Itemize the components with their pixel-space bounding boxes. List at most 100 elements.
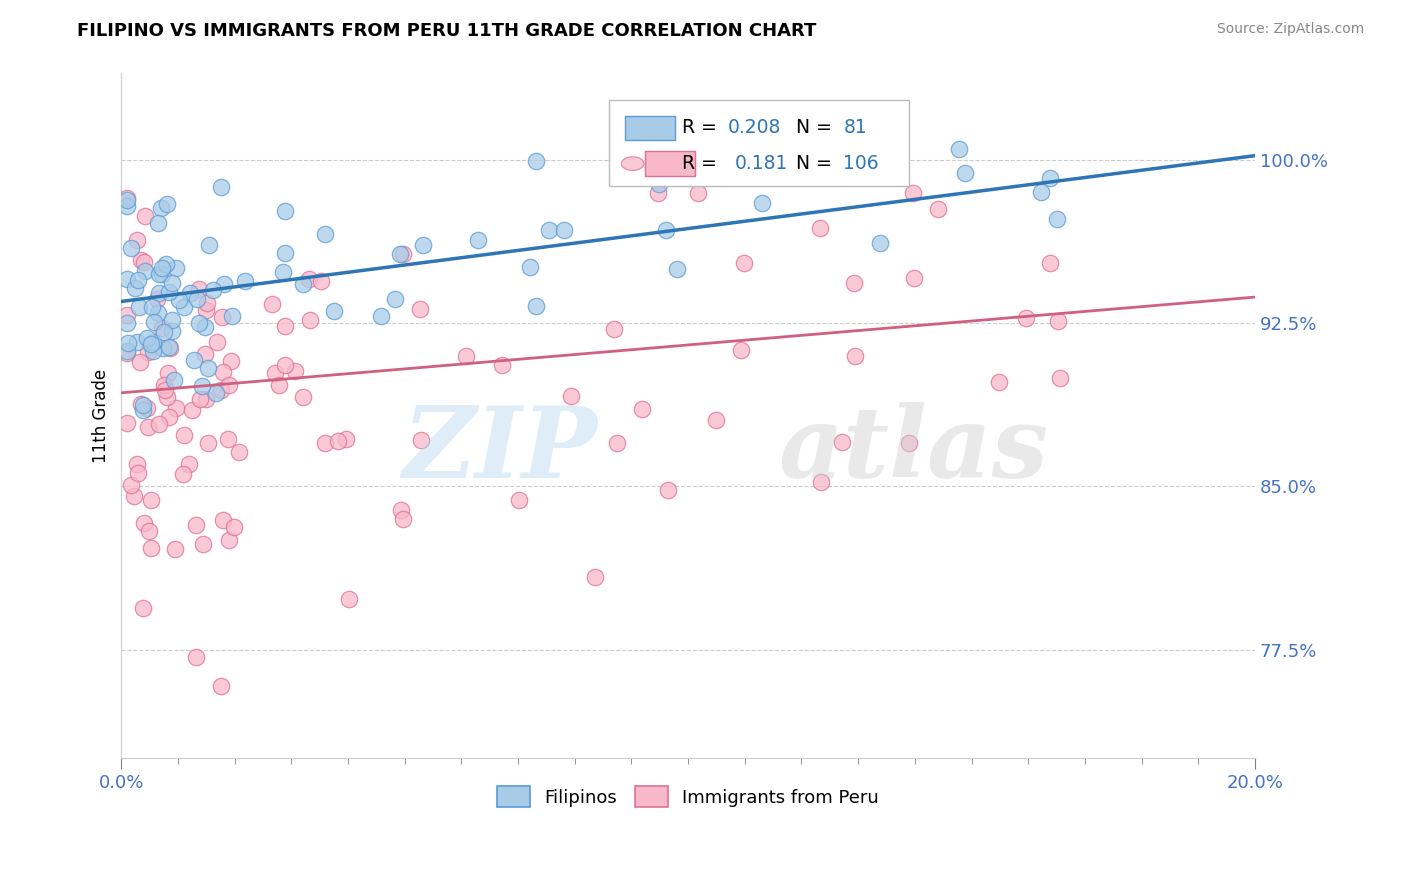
Point: [1046, 212, 1069, 227]
Point: [221, 309, 243, 323]
Point: [134, 264, 156, 278]
Point: [155, 257, 177, 271]
Point: [122, 489, 145, 503]
Point: [127, 457, 149, 471]
Point: [844, 349, 866, 363]
Point: [190, 392, 212, 406]
Point: [508, 493, 530, 508]
Point: [987, 375, 1010, 389]
Point: [648, 178, 671, 192]
Point: [152, 267, 174, 281]
Point: [273, 245, 295, 260]
Text: N =: N =: [796, 154, 838, 173]
FancyBboxPatch shape: [645, 152, 695, 176]
Point: [326, 434, 349, 449]
Point: [1039, 256, 1062, 270]
Point: [198, 238, 221, 252]
Point: [606, 435, 628, 450]
Point: [903, 186, 925, 200]
Point: [152, 378, 174, 392]
Point: [186, 292, 208, 306]
Point: [177, 457, 200, 471]
Point: [157, 340, 180, 354]
Point: [184, 518, 207, 533]
Point: [205, 335, 228, 350]
Point: [120, 241, 142, 255]
Point: [953, 166, 976, 180]
Point: [191, 537, 214, 551]
Point: [733, 256, 755, 270]
Text: 81: 81: [844, 118, 868, 136]
Point: [195, 295, 218, 310]
Point: [337, 591, 360, 606]
Point: [197, 361, 219, 376]
Point: [228, 444, 250, 458]
Point: [655, 223, 678, 237]
Text: R =: R =: [682, 118, 723, 136]
Point: [145, 292, 167, 306]
Point: [127, 466, 149, 480]
Point: [194, 320, 217, 334]
Point: [298, 271, 321, 285]
Point: [157, 366, 180, 380]
Point: [167, 293, 190, 307]
Point: [136, 401, 159, 415]
Point: [165, 401, 187, 416]
Point: [409, 302, 432, 317]
Point: [264, 366, 287, 380]
Point: [156, 197, 179, 211]
Point: [139, 492, 162, 507]
Point: [583, 570, 606, 584]
Point: [194, 303, 217, 318]
Point: [808, 221, 831, 235]
Point: [142, 335, 165, 350]
Point: [157, 285, 180, 299]
Point: [526, 300, 548, 314]
Point: [842, 276, 865, 290]
Point: [412, 237, 434, 252]
Point: [115, 199, 138, 213]
Text: 0.181: 0.181: [734, 154, 787, 173]
Point: [335, 432, 357, 446]
Point: [165, 260, 187, 275]
Point: [115, 191, 138, 205]
Point: [603, 321, 626, 335]
Point: [211, 383, 233, 397]
Point: [903, 271, 925, 285]
Point: [389, 503, 412, 517]
Point: [537, 223, 560, 237]
Point: [128, 300, 150, 314]
Point: [271, 265, 294, 279]
Point: [657, 483, 679, 497]
Point: [139, 337, 162, 351]
Text: 0.208: 0.208: [728, 118, 782, 136]
Point: [129, 253, 152, 268]
Point: [160, 277, 183, 291]
Point: [217, 432, 239, 446]
Point: [389, 246, 412, 260]
Point: [132, 600, 155, 615]
Point: [1038, 170, 1060, 185]
Point: [214, 277, 236, 291]
Point: [134, 255, 156, 269]
Point: [222, 520, 245, 534]
Point: [115, 194, 138, 208]
Point: [143, 315, 166, 329]
Point: [560, 389, 582, 403]
Point: [197, 436, 219, 450]
Point: [159, 409, 181, 424]
Point: [146, 306, 169, 320]
Point: [153, 325, 176, 339]
Point: [115, 346, 138, 360]
Point: [163, 373, 186, 387]
Point: [823, 154, 845, 169]
Y-axis label: 11th Grade: 11th Grade: [93, 368, 110, 463]
Point: [454, 349, 477, 363]
Point: [127, 234, 149, 248]
Point: [179, 285, 201, 300]
Point: [159, 341, 181, 355]
Point: [124, 281, 146, 295]
Point: [138, 420, 160, 434]
Point: [630, 401, 652, 416]
Point: [218, 533, 240, 547]
